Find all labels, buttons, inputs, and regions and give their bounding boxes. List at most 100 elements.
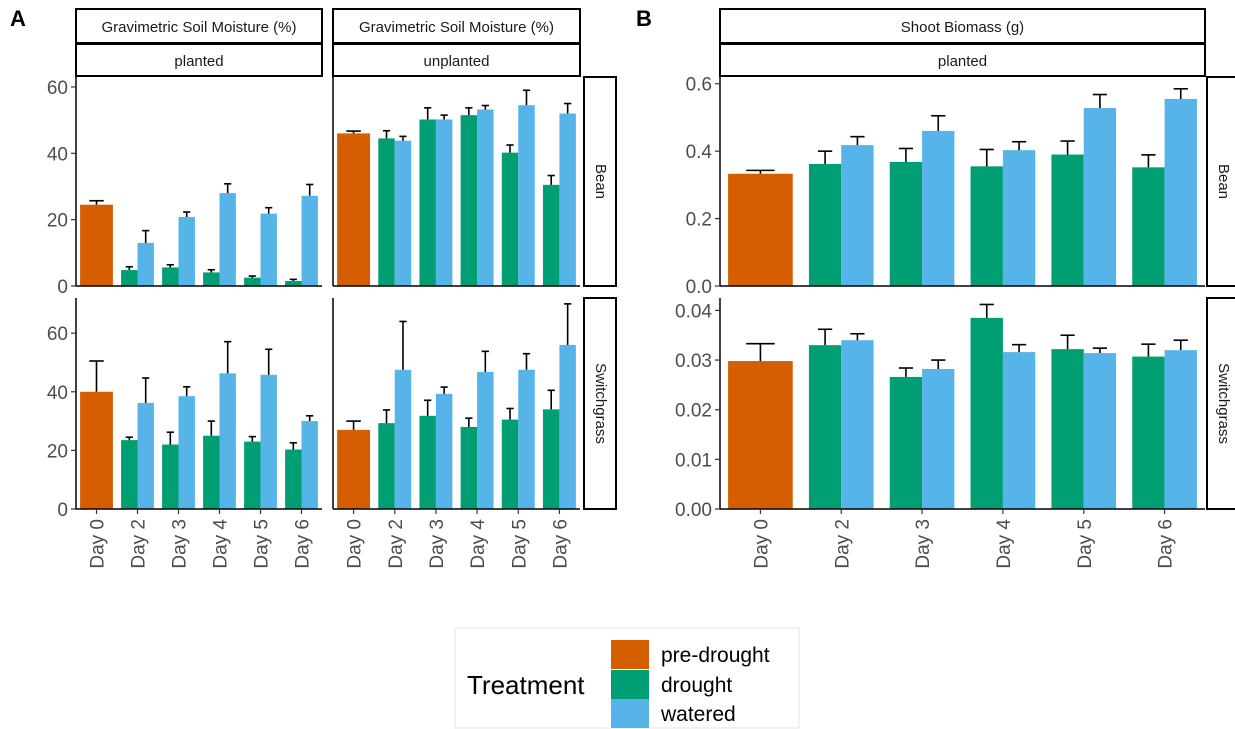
bar-drought-day-3 — [419, 415, 436, 509]
bar-drought-day-4 — [970, 166, 1003, 286]
bar-pre-drought-day-0 — [337, 429, 371, 509]
legend: Treatment pre-drought drought watered — [454, 627, 800, 729]
bar-pre-drought-day-0 — [728, 173, 793, 286]
bar-watered-day-4 — [219, 373, 236, 509]
row-strip-b-bean-box — [1206, 76, 1235, 287]
bar-watered-day-6 — [559, 113, 576, 286]
legend-swatch-watered — [611, 699, 649, 728]
bar-watered-day-6 — [301, 195, 318, 286]
bar-drought-day-3 — [162, 444, 179, 509]
bar-drought-day-3 — [889, 376, 923, 509]
y-tick-label: 20 — [47, 211, 68, 232]
panel-3: 0 20 40 60 Day 0 Day 2 Day 3 Day 4 Day 5 Day 6 — [47, 298, 322, 569]
legend-title: Treatment — [467, 670, 585, 700]
bar-drought-day-6 — [542, 184, 560, 286]
strip-title-a-unplanted: Gravimetric Soil Moisture (%) — [359, 19, 554, 36]
y-tick-label: 0.6 — [686, 75, 712, 96]
bar-drought-day-5 — [501, 152, 519, 286]
bar-drought-day-6 — [285, 449, 302, 509]
y-tick-label: 0.02 — [675, 401, 712, 422]
y-tick-label: 60 — [47, 324, 68, 345]
row-strip-b-switchgrass: Switchgrass — [1215, 363, 1232, 444]
bar-watered-day-5 — [518, 105, 535, 286]
bar-drought-day-5 — [1051, 154, 1084, 286]
bar-watered-day-3 — [435, 119, 453, 286]
y-tick-label: 0 — [57, 500, 68, 521]
x-tick-label: Day 2 — [386, 519, 407, 569]
strip-sub-b-box — [719, 43, 1206, 77]
bar-pre-drought-day-0 — [80, 391, 113, 509]
bar-watered-day-6 — [1164, 350, 1197, 509]
panel-2 — [332, 77, 580, 287]
x-tick-label: Day 6 — [550, 519, 571, 569]
bar-drought-day-5 — [244, 441, 261, 509]
y-tick-label: 0.03 — [675, 351, 712, 372]
bar-drought-day-3 — [889, 161, 923, 286]
row-strip-b-bean: Bean — [1215, 164, 1232, 199]
x-tick-label: Day 2 — [129, 519, 150, 569]
y-tick-label: 60 — [47, 78, 68, 99]
bar-drought-day-5 — [1051, 349, 1084, 509]
y-tick-label: 0.2 — [686, 210, 712, 231]
x-tick-label: Day 5 — [252, 519, 273, 569]
bar-watered-day-6 — [559, 344, 576, 509]
panel-4: Day 0 Day 2 Day 3 Day 4 Day 5 Day 6 — [332, 298, 580, 569]
y-tick-label: 0.00 — [675, 500, 712, 521]
bar-watered-day-2 — [394, 140, 412, 286]
bar-watered-day-6 — [1164, 98, 1197, 287]
panel-label-b: B — [636, 6, 652, 31]
bar-drought-day-2 — [378, 138, 395, 286]
bar-watered-day-2 — [394, 369, 412, 509]
bar-watered-day-4 — [219, 193, 236, 286]
bar-watered-day-2 — [137, 242, 154, 286]
y-tick-label: 40 — [47, 383, 68, 404]
row-strip-a-switchgrass-box — [583, 297, 617, 510]
legend-swatch-drought — [611, 670, 649, 699]
bar-drought-day-3 — [419, 119, 436, 286]
x-tick-label: Day 5 — [1075, 519, 1096, 569]
bar-drought-day-6 — [542, 409, 560, 509]
x-tick-label: Day 5 — [509, 519, 530, 569]
strip-title-b: Shoot Biomass (g) — [901, 19, 1024, 36]
strip-title-a-planted: Gravimetric Soil Moisture (%) — [101, 19, 296, 36]
legend-label-watered: watered — [660, 703, 736, 726]
bar-watered-day-4 — [1002, 352, 1036, 509]
row-strip-a-bean: Bean — [592, 164, 609, 199]
y-tick-label: 0.0 — [686, 277, 712, 298]
bar-drought-day-2 — [808, 345, 842, 509]
bar-watered-day-3 — [178, 396, 195, 509]
bar-watered-day-5 — [518, 369, 535, 509]
strip-title-a-unplanted-box — [332, 8, 581, 44]
bar-drought-day-6 — [285, 281, 302, 286]
panel-6: 0.00 0.01 0.02 0.03 0.04 Day 0 Day 2 Day 3 Day 4… — [675, 298, 1205, 569]
bar-watered-day-5 — [260, 213, 277, 286]
legend-label-drought: drought — [661, 674, 732, 697]
bar-drought-day-4 — [203, 435, 220, 509]
legend-swatch-pre-drought — [611, 640, 649, 669]
x-tick-label: Day 3 — [170, 519, 191, 569]
bar-watered-day-5 — [1083, 108, 1117, 286]
x-tick-label: Day 3 — [427, 519, 448, 569]
y-tick-label: 0.01 — [675, 450, 712, 471]
bar-pre-drought-day-0 — [80, 204, 113, 286]
x-tick-label: Day 6 — [293, 519, 314, 569]
strip-sub-a-planted-box — [75, 43, 323, 77]
bar-watered-day-4 — [1002, 150, 1036, 286]
bar-drought-day-2 — [378, 423, 395, 509]
bar-drought-day-4 — [203, 272, 220, 286]
bar-drought-day-3 — [162, 267, 179, 286]
panel-label-a: A — [10, 6, 26, 31]
bar-drought-day-5 — [244, 277, 261, 286]
bar-watered-day-3 — [922, 368, 955, 509]
x-tick-label: Day 0 — [751, 519, 772, 569]
bar-drought-day-6 — [1132, 356, 1165, 509]
bar-watered-day-6 — [301, 421, 318, 509]
x-tick-label: Day 4 — [468, 519, 489, 569]
bar-watered-day-4 — [477, 109, 494, 286]
bar-watered-day-3 — [178, 216, 195, 286]
bar-watered-day-2 — [137, 402, 154, 509]
y-tick-label: 0.04 — [675, 301, 712, 322]
bar-watered-day-5 — [260, 374, 277, 509]
bar-drought-day-5 — [501, 419, 519, 509]
